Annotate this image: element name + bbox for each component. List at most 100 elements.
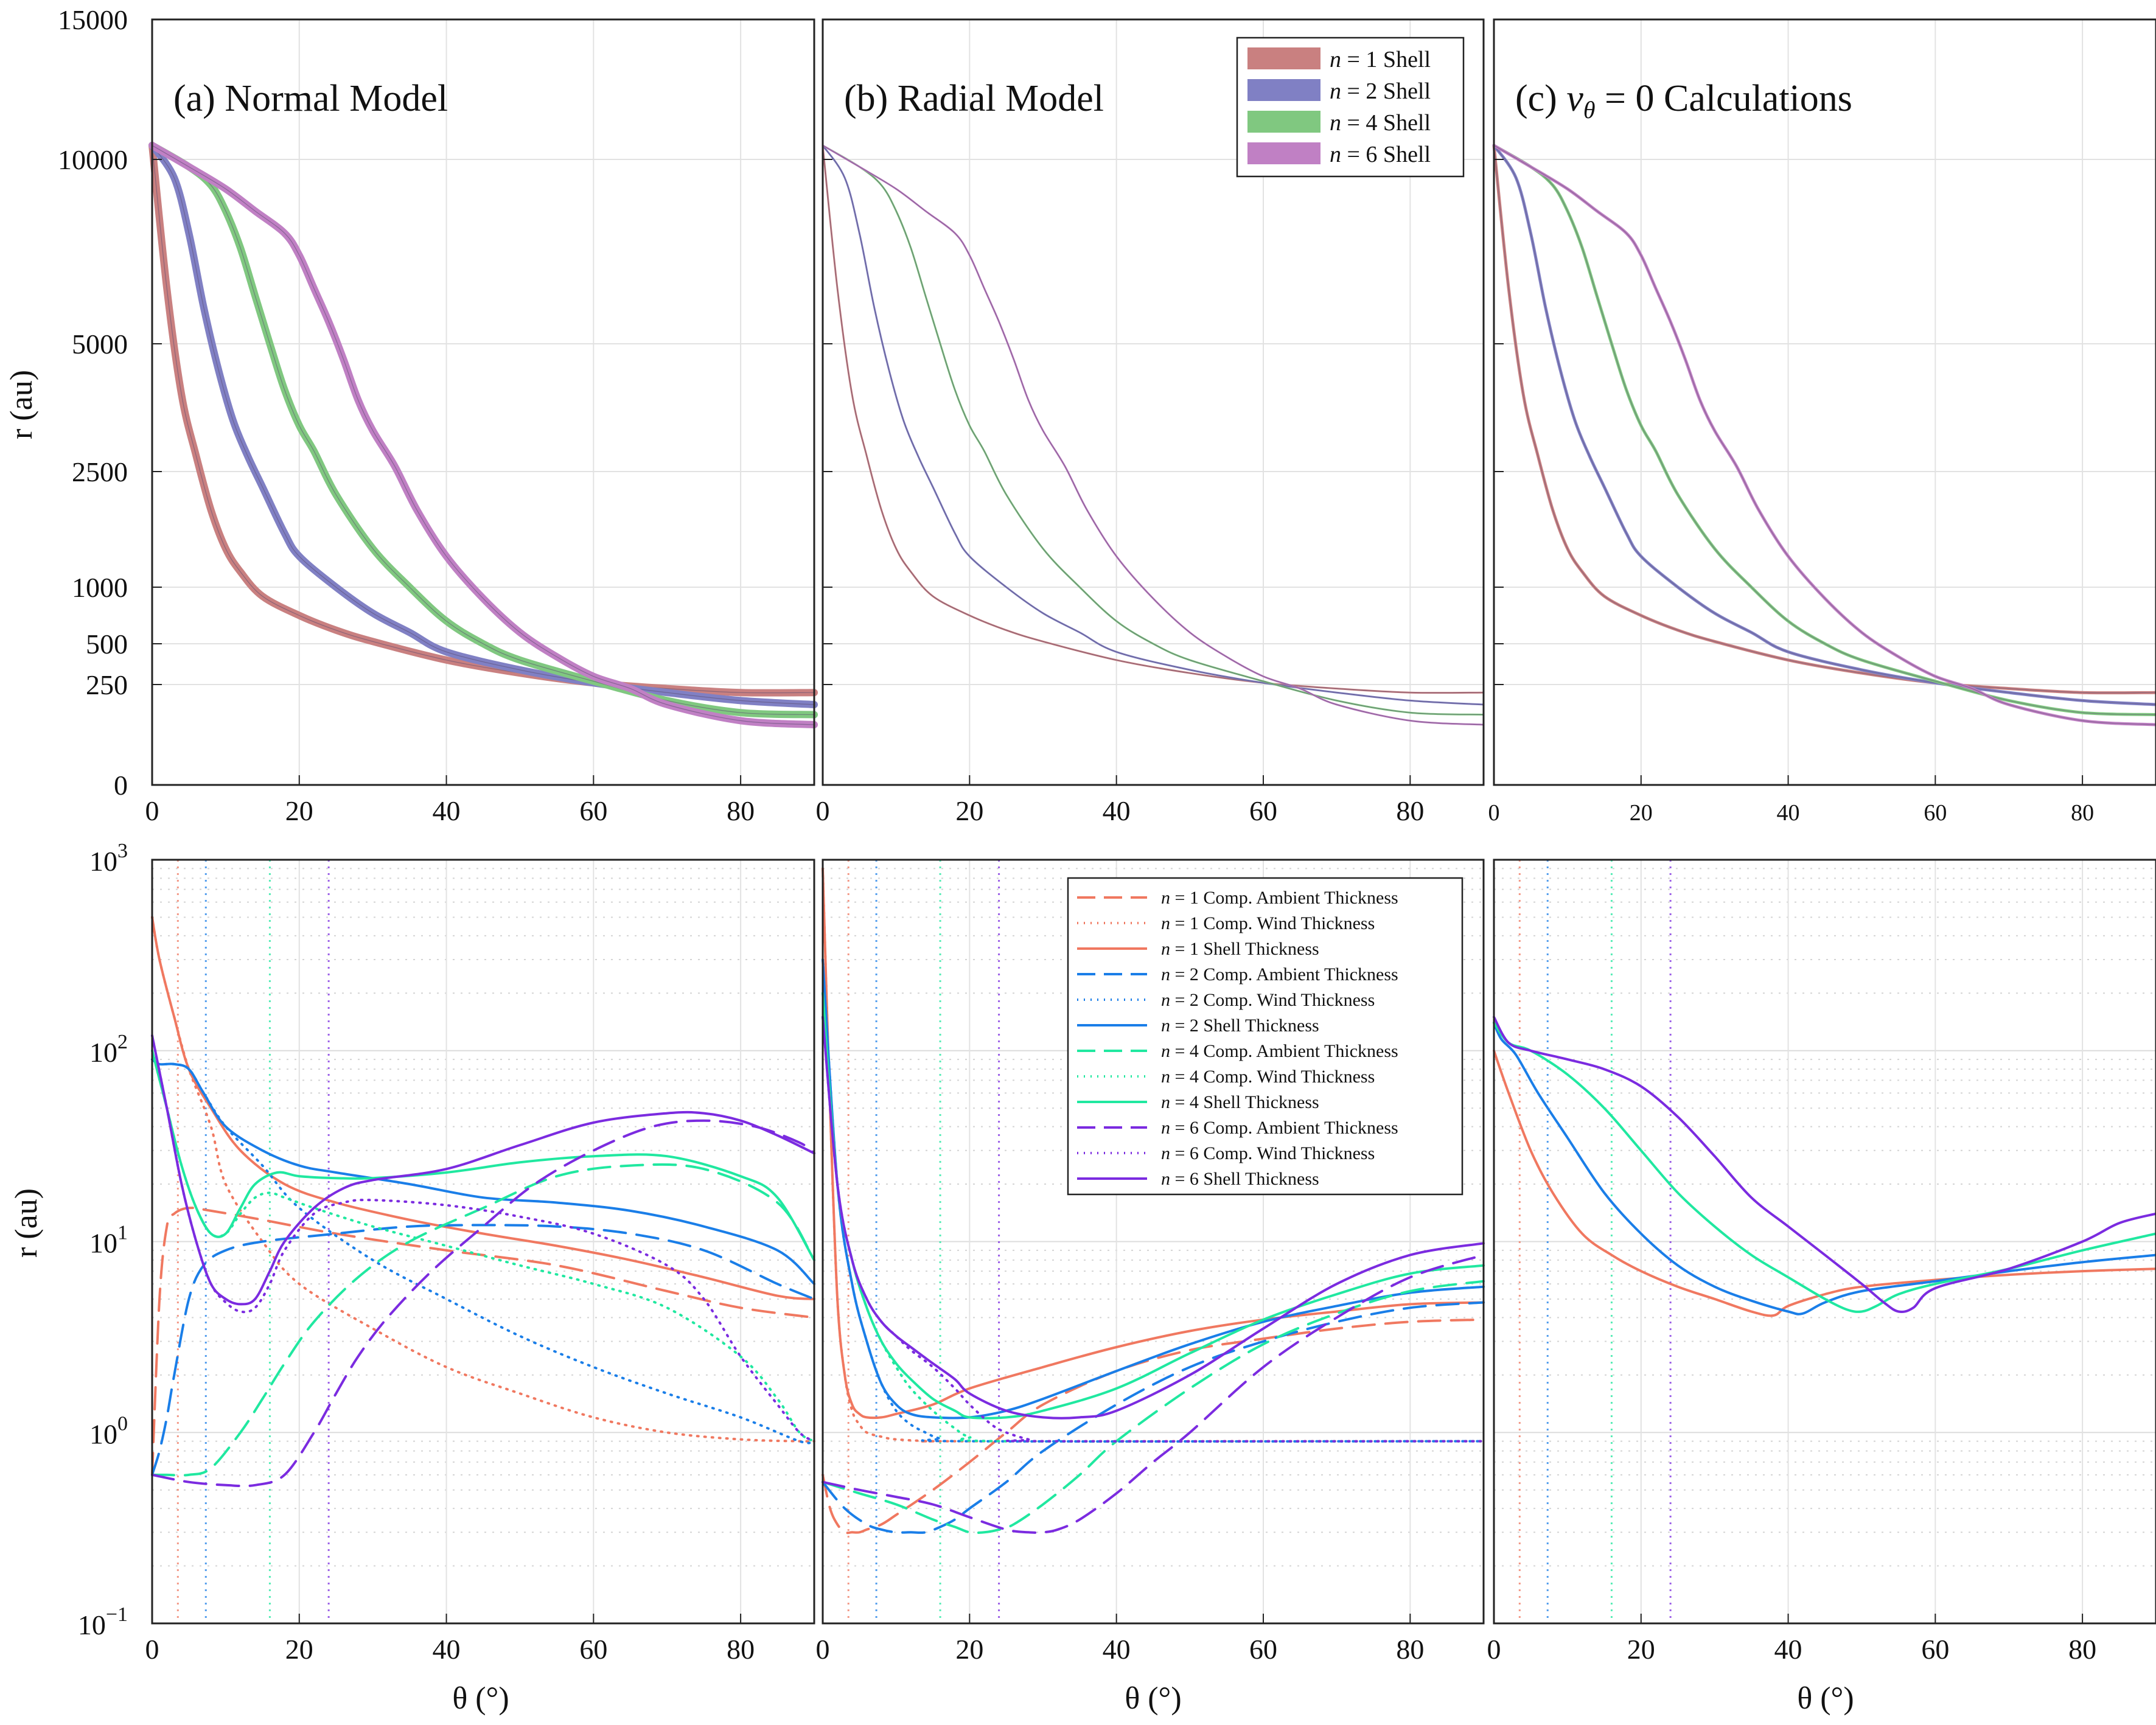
y-tick-label: 250 (86, 669, 128, 700)
axes-frame (822, 859, 1485, 1625)
legend-entry-var: n (1330, 78, 1341, 104)
x-tick-label: 80 (727, 795, 755, 826)
legend-entry-text: = 2 Shell (1341, 78, 1431, 104)
panel-title: (a) Normal Model (173, 78, 448, 119)
legend-entry-var: n (1161, 1169, 1170, 1189)
x-tick-label: 0 (1487, 1634, 1501, 1665)
legend-entry: n = 2 Comp. Ambient Thickness (1161, 964, 1398, 984)
legend-entry-text: = 6 Comp. Ambient Thickness (1170, 1118, 1398, 1138)
legend-entry-var: n (1161, 990, 1170, 1010)
top-panel-c: 0 20 40 60 80 (c) vθ = 0 Calculations (1488, 18, 2156, 826)
legend-entry: n = 1 Comp. Wind Thickness (1161, 913, 1375, 933)
xlabel-b: θ (°) (1125, 1681, 1181, 1716)
y-tick-label: 101 (89, 1222, 128, 1259)
legend-entry-var: n (1161, 913, 1170, 933)
legend-entry: n = 6 Shell Thickness (1161, 1169, 1319, 1189)
top-panel-a: 0 20 40 60 80 (a) Normal Model (145, 18, 818, 826)
legend-entry-var: n (1161, 1118, 1170, 1138)
y-tick-exp: 2 (117, 1031, 128, 1053)
series-n-4-comp-ambient-thickness (151, 1163, 815, 1477)
title-pre: (c) (1515, 78, 1566, 119)
series-n-4-comp-ambient-thickness (822, 1280, 1485, 1535)
panel-title: (b) Radial Model (844, 78, 1104, 119)
legend-entry: n = 4 Shell Thickness (1161, 1092, 1319, 1112)
legend-entry: n = 4 Shell (1330, 110, 1431, 136)
legend-entry-text: = 4 Comp. Wind Thickness (1170, 1067, 1375, 1087)
series-core-n6 (822, 145, 1484, 725)
legend-entry: n = 2 Shell Thickness (1161, 1016, 1319, 1036)
bottom-row-panels: 0 20 40 60 80 0 20 40 60 80 0 20 40 60 8010−1100101102… (78, 840, 2156, 1665)
x-tick-label: 60 (579, 1634, 607, 1665)
legend-entry-var: n (1161, 1041, 1170, 1061)
bottom-panel-a: 0 20 40 60 80 (145, 859, 815, 1665)
y-tick-base: 10 (89, 846, 117, 877)
x-tick-label: 0 (816, 1634, 830, 1665)
y-tick-label: 100 (89, 1412, 128, 1449)
legend-entry-text: = 1 Shell (1341, 47, 1431, 72)
legend-swatch (1247, 79, 1320, 101)
legend-entry-text: = 4 Comp. Ambient Thickness (1170, 1041, 1398, 1061)
series-core-n2 (822, 145, 1484, 705)
x-tick-label: 80 (2068, 1634, 2096, 1665)
x-tick-label: 80 (1396, 1634, 1424, 1665)
y-tick-exp: 1 (117, 1222, 128, 1244)
legend-swatch (1247, 142, 1320, 164)
x-tick-label: 0 (145, 795, 159, 826)
y-tick-exp: −1 (106, 1603, 128, 1626)
y-tick-label: 1000 (72, 572, 128, 603)
y-tick-base: 10 (89, 1228, 117, 1259)
legend-entry: n = 6 Comp. Wind Thickness (1161, 1143, 1375, 1163)
legend-entry-text: = 1 Shell Thickness (1170, 939, 1319, 959)
legend-entry-var: n (1330, 47, 1341, 72)
x-tick-label: 40 (433, 795, 461, 826)
legend-entry-text: = 1 Comp. Wind Thickness (1170, 913, 1375, 933)
legend-entry: n = 6 Shell (1330, 142, 1431, 167)
legend-entry-var: n (1161, 1092, 1170, 1112)
top-ylabel: r (au) (4, 370, 39, 439)
x-tick-label: 80 (1396, 795, 1424, 826)
legend-entry: n = 6 Comp. Ambient Thickness (1161, 1118, 1398, 1138)
y-tick-base: 10 (89, 1037, 117, 1068)
legend-entry-var: n (1330, 142, 1341, 167)
axes-frame (151, 18, 815, 786)
series-n-2-comp-ambient-thickness (822, 1301, 1485, 1534)
y-tick-label: 103 (89, 840, 128, 877)
y-tick-base: 10 (78, 1609, 106, 1640)
legend-entry-text: = 6 Shell Thickness (1170, 1169, 1319, 1189)
series-n-6-shell-thickness (151, 1034, 815, 1306)
bottom-panel-c: 0 20 40 60 80 (1487, 859, 2156, 1665)
y-tick-exp: 0 (117, 1412, 128, 1435)
x-tick-label: 60 (1924, 800, 1947, 826)
legend-entry-var: n (1161, 888, 1170, 908)
series-n-2-comp-ambient-thickness (151, 1224, 815, 1476)
y-tick-label: 0 (114, 770, 128, 801)
axes-frame (151, 859, 815, 1625)
y-tick-label: 15000 (58, 4, 128, 35)
series-n-6-comp-ambient-thickness (151, 1119, 815, 1488)
legend-entry-text: = 2 Comp. Wind Thickness (1170, 990, 1375, 1010)
y-tick-label: 2500 (72, 456, 128, 487)
series-n-6-comp-ambient-thickness (822, 1253, 1485, 1534)
series-core-n1 (1493, 145, 2156, 694)
series-n-1-comp-ambient-thickness (822, 1318, 1485, 1535)
legend-entry: n = 1 Shell Thickness (1161, 939, 1319, 959)
x-tick-label: 60 (579, 795, 607, 826)
legend-entry: n = 4 Comp. Wind Thickness (1161, 1067, 1375, 1087)
series-n-1-comp-ambient-thickness (151, 1207, 815, 1476)
x-tick-label: 0 (1488, 800, 1500, 826)
series-core-n4 (822, 145, 1484, 716)
series-n-4-shell-thickness (1493, 1021, 2156, 1313)
legend-entry: n = 1 Comp. Ambient Thickness (1161, 888, 1398, 908)
series-n-1-shell-thickness (151, 916, 815, 1300)
series-n-4-shell-thickness (151, 1049, 815, 1261)
legend-swatch (1247, 47, 1320, 69)
series-n-6-shell-thickness (822, 1016, 1485, 1420)
x-tick-label: 80 (2071, 800, 2094, 826)
x-tick-label: 40 (433, 1634, 461, 1665)
x-tick-label: 40 (1103, 1634, 1131, 1665)
legend-box (1067, 877, 1463, 1196)
bottom-ylabel: r (au) (9, 1188, 44, 1258)
legend-entry: n = 2 Comp. Wind Thickness (1161, 990, 1375, 1010)
